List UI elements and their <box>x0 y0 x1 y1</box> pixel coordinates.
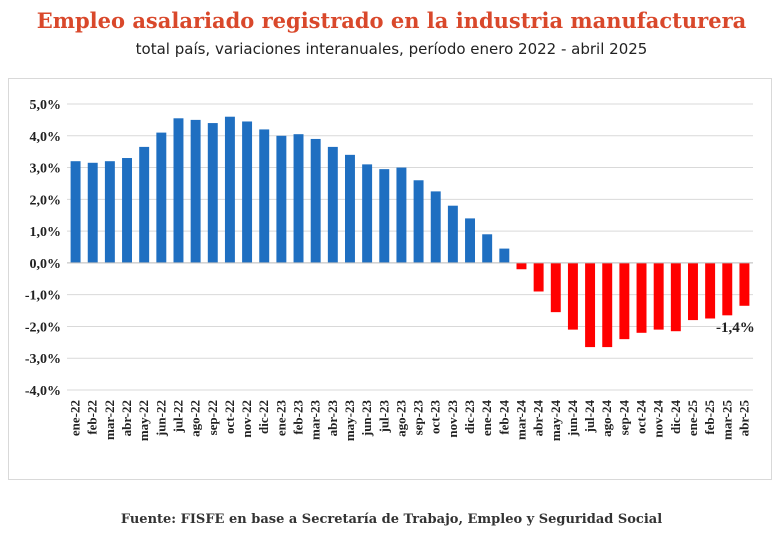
x-tick-label: mar-24 <box>513 400 528 440</box>
y-tick-label: 4,0% <box>30 130 62 145</box>
bar <box>122 158 132 263</box>
x-tick-label: ene-23 <box>273 400 288 437</box>
x-tick-label: feb-22 <box>85 400 100 435</box>
bar <box>156 132 167 263</box>
bar <box>430 191 441 263</box>
chart-frame: 5,0% 4,0% 3,0% 2,0% 1,0% 0,0% -1,0% -2,0% -3,0% -… <box>8 78 772 480</box>
x-tick-label: feb-25 <box>702 400 717 435</box>
y-tick-label: -1,0% <box>25 289 61 304</box>
chart-subtitle: total país, variaciones interanuales, pe… <box>135 40 648 58</box>
bar <box>653 262 664 330</box>
x-tick-label: oct-22 <box>222 400 237 434</box>
bar <box>465 218 475 263</box>
x-tick-label: feb-23 <box>291 400 306 435</box>
y-tick-label: 0,0% <box>30 257 62 272</box>
bar <box>87 162 98 263</box>
y-tick-label: 3,0% <box>30 162 62 177</box>
bar <box>585 262 596 348</box>
x-tick-label: ago-22 <box>188 400 203 437</box>
x-tick-label: abr-22 <box>119 400 134 436</box>
x-tick-label: dic-24 <box>668 400 683 434</box>
y-tick-label: 1,0% <box>30 225 62 240</box>
x-tick-label: may-22 <box>136 400 151 441</box>
x-tick-label: abr-24 <box>531 400 546 437</box>
bar <box>104 161 115 263</box>
x-tick-label: jun-23 <box>359 400 374 438</box>
bar <box>636 262 647 333</box>
bar <box>362 164 373 263</box>
bar <box>705 262 716 319</box>
bar-chart: 5,0% 4,0% 3,0% 2,0% 1,0% 0,0% -1,0% -2,0% -3,0% -… <box>25 98 755 442</box>
x-tick-label: mar-25 <box>719 400 734 440</box>
x-tick-label: nov-22 <box>239 400 254 438</box>
bar <box>207 123 218 263</box>
bar <box>499 248 510 263</box>
bar <box>190 119 201 263</box>
bar <box>310 138 321 263</box>
data-label: -1,4% <box>716 320 755 336</box>
x-tick-label: mar-22 <box>102 400 117 440</box>
x-tick-label: abr-25 <box>736 400 751 437</box>
x-tick-label: oct-23 <box>428 400 443 434</box>
bar <box>70 161 81 263</box>
bar <box>722 262 733 316</box>
bar <box>516 262 527 270</box>
x-tick-label: ene-24 <box>479 400 494 437</box>
x-tick-label: nov-24 <box>651 400 666 438</box>
x-tick-label: ene-22 <box>68 400 83 436</box>
bar <box>413 180 424 263</box>
bar <box>242 121 253 263</box>
bar <box>619 262 630 340</box>
y-tick-label: -4,0% <box>25 384 61 399</box>
x-tick-label: jun-24 <box>565 400 580 438</box>
bar <box>327 146 338 263</box>
bar <box>533 262 544 292</box>
bar <box>224 116 235 263</box>
x-tick-label: oct-24 <box>634 400 649 434</box>
x-tick-label: dic-23 <box>462 400 477 434</box>
x-tick-label: jul-24 <box>582 400 597 434</box>
x-tick-label: ago-23 <box>393 400 408 437</box>
bar <box>550 262 561 313</box>
x-tick-label: mar-23 <box>308 400 323 440</box>
x-tick-label: ago-24 <box>599 400 614 437</box>
x-tick-label: jun-22 <box>153 400 168 437</box>
bar <box>139 146 150 263</box>
y-tick-label: 2,0% <box>30 193 62 208</box>
y-tick-label: -2,0% <box>25 320 61 335</box>
bar <box>567 262 578 330</box>
bar <box>688 262 698 321</box>
bar <box>276 135 287 263</box>
y-tick-label: 5,0% <box>30 98 62 113</box>
y-tick-label: -3,0% <box>25 352 61 367</box>
bar <box>293 134 304 263</box>
bar <box>345 154 355 263</box>
bar <box>670 262 681 332</box>
x-tick-label: dic-22 <box>256 400 271 434</box>
bar <box>447 205 458 263</box>
chart-title: Empleo asalariado registrado en la indus… <box>36 8 747 33</box>
chart-source: Fuente: FISFE en base a Secretaría de Tr… <box>120 512 663 527</box>
x-tick-label: feb-24 <box>496 400 511 435</box>
bar <box>173 118 184 263</box>
x-tick-label: sep-23 <box>411 400 426 436</box>
x-tick-label: abr-23 <box>325 400 340 437</box>
bar <box>739 262 750 306</box>
x-tick-label: ene-25 <box>685 400 700 437</box>
bar <box>396 167 407 263</box>
x-tick-label: nov-23 <box>445 400 460 438</box>
bar <box>379 169 390 263</box>
bar <box>482 234 493 263</box>
bar <box>602 262 613 348</box>
x-tick-label: jul-23 <box>376 400 391 434</box>
x-tick-label: jul-22 <box>170 400 185 434</box>
x-tick-label: sep-22 <box>205 400 220 435</box>
x-tick-label: may-24 <box>548 400 563 442</box>
x-tick-label: sep-24 <box>616 400 631 436</box>
bar <box>259 129 270 263</box>
x-tick-label: may-23 <box>342 400 357 442</box>
